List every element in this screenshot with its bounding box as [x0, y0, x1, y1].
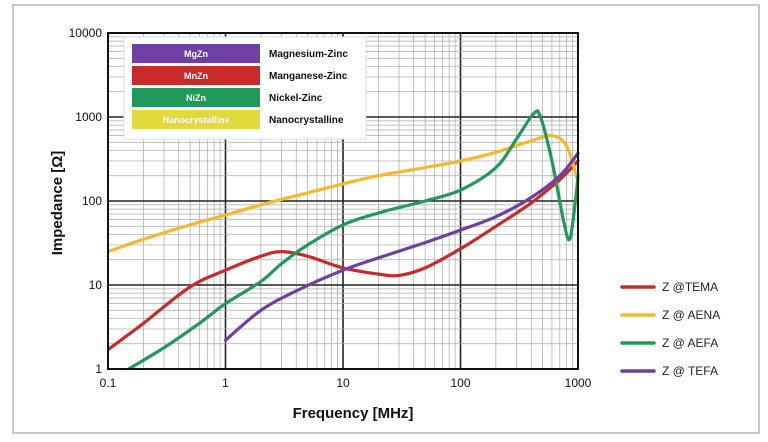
material-code: MgZn [184, 49, 208, 59]
legend-label: Z @ AENA [662, 308, 720, 322]
legend-label: Z @ TEFA [662, 364, 718, 378]
chart-frame: 0.1 1 10 100 1000 1 10 100 1000 10000 Frequency [… [12, 4, 760, 434]
series-legend: Z @TEMA Z @ AENA Z @ AEFA Z @ TEFA [620, 280, 720, 378]
material-swatch [132, 88, 260, 107]
y-tick-label: 1 [95, 362, 102, 376]
material-swatch [132, 110, 260, 129]
material-name: Nanocrystalline [269, 115, 344, 126]
y-tick-label: 10 [89, 278, 103, 292]
y-tick-label: 10000 [69, 26, 103, 40]
x-tick-label: 10 [336, 376, 350, 390]
material-name: Magnesium-Zinc [269, 49, 348, 60]
material-legend: MgZn Magnesium-Zinc MnZn Manganese-Zinc NiZn… [123, 36, 367, 140]
plot-border [107, 32, 579, 370]
x-axis-title: Frequency [MHz] [293, 405, 414, 422]
material-swatch [132, 44, 260, 63]
material-swatch [132, 66, 260, 85]
y-tick-label: 100 [82, 194, 102, 208]
series-line-2 [127, 109, 580, 369]
x-tick-label: 100 [450, 376, 470, 390]
legend-label: Z @ AEFA [662, 336, 718, 350]
y-axis-title: Impedance [Ω] [49, 151, 66, 256]
x-tick-label: 1 [222, 376, 229, 390]
material-code: Nanocrystalline [162, 115, 229, 125]
x-tick-label: 1000 [565, 376, 592, 390]
plot-frame [107, 32, 579, 370]
series-line-3 [223, 151, 580, 342]
series-line-0 [108, 159, 580, 352]
series-lines [108, 109, 580, 369]
x-tick-label: 0.1 [100, 376, 117, 390]
material-code: NiZn [186, 93, 206, 103]
material-code: MnZn [184, 71, 208, 81]
y-tick-label: 1000 [75, 110, 102, 124]
material-name: Nickel-Zinc [269, 93, 323, 104]
legend-label: Z @TEMA [662, 280, 718, 294]
material-name: Manganese-Zinc [269, 71, 348, 82]
